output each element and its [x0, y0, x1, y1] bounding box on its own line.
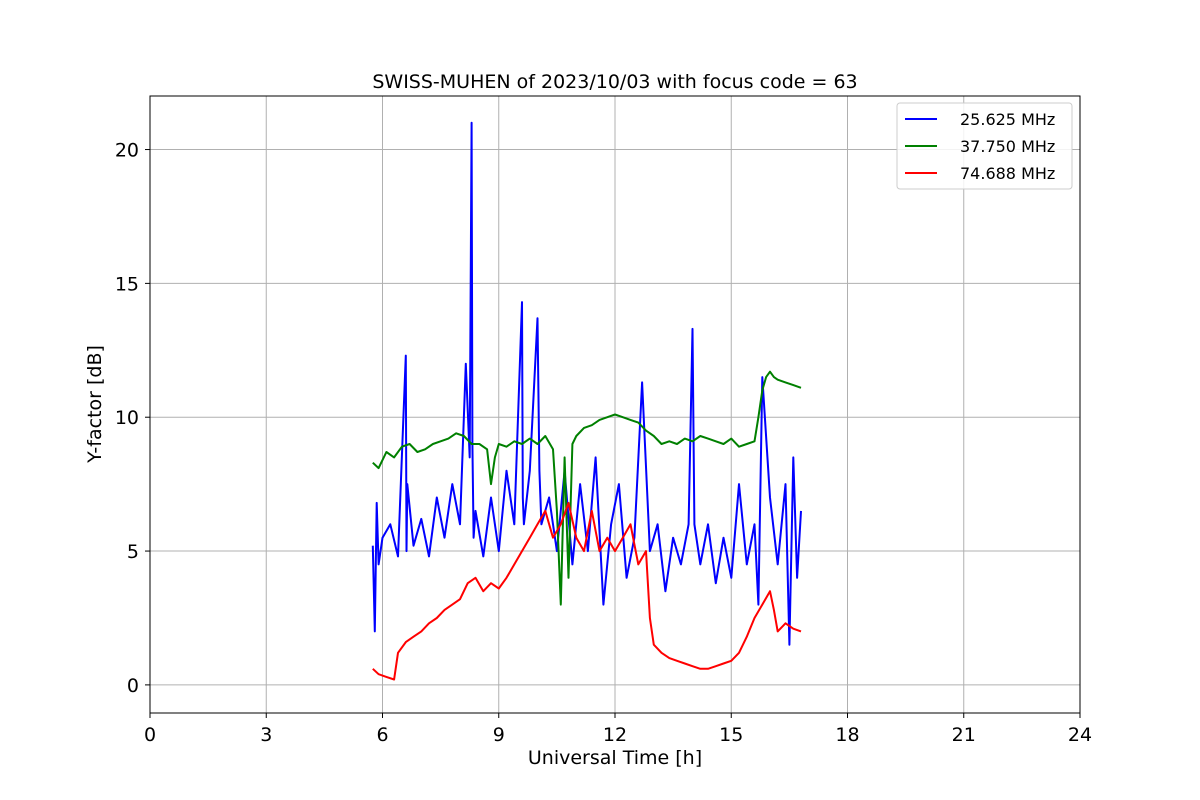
x-tick-label: 15 — [719, 724, 743, 746]
y-tick-label: 10 — [115, 407, 139, 429]
chart-title: SWISS-MUHEN of 2023/10/03 with focus cod… — [372, 71, 857, 93]
x-tick-label: 9 — [493, 724, 505, 746]
x-tick-label: 24 — [1068, 724, 1092, 746]
y-axis-label: Y-factor [dB] — [84, 345, 106, 464]
y-tick-label: 5 — [127, 541, 139, 563]
legend-label-0: 25.625 MHz — [960, 110, 1055, 129]
y-tick-label: 0 — [127, 675, 139, 697]
legend: 25.625 MHz 37.750 MHz 74.688 MHz — [896, 102, 1073, 190]
y-tick-label: 20 — [115, 140, 139, 162]
x-tick-label: 18 — [835, 724, 859, 746]
y-tick-label: 15 — [115, 273, 139, 295]
series-line-0 — [371, 121, 802, 646]
legend-label-2: 74.688 MHz — [960, 164, 1055, 183]
series-group — [371, 121, 802, 681]
x-tick-label: 12 — [603, 724, 627, 746]
legend-box — [896, 102, 1073, 190]
x-tick-label: 6 — [376, 724, 388, 746]
x-tick-label: 3 — [260, 724, 272, 746]
x-axis-label: Universal Time [h] — [528, 747, 702, 769]
x-tick-label: 21 — [952, 724, 976, 746]
x-tick-label: 0 — [144, 724, 156, 746]
axis-ticks: 0 3 6 9 12 15 18 21 24 0 5 10 15 20 — [115, 140, 1092, 746]
series-line-2 — [372, 501, 802, 681]
legend-label-1: 37.750 MHz — [960, 137, 1055, 156]
series-line-1 — [372, 370, 802, 606]
